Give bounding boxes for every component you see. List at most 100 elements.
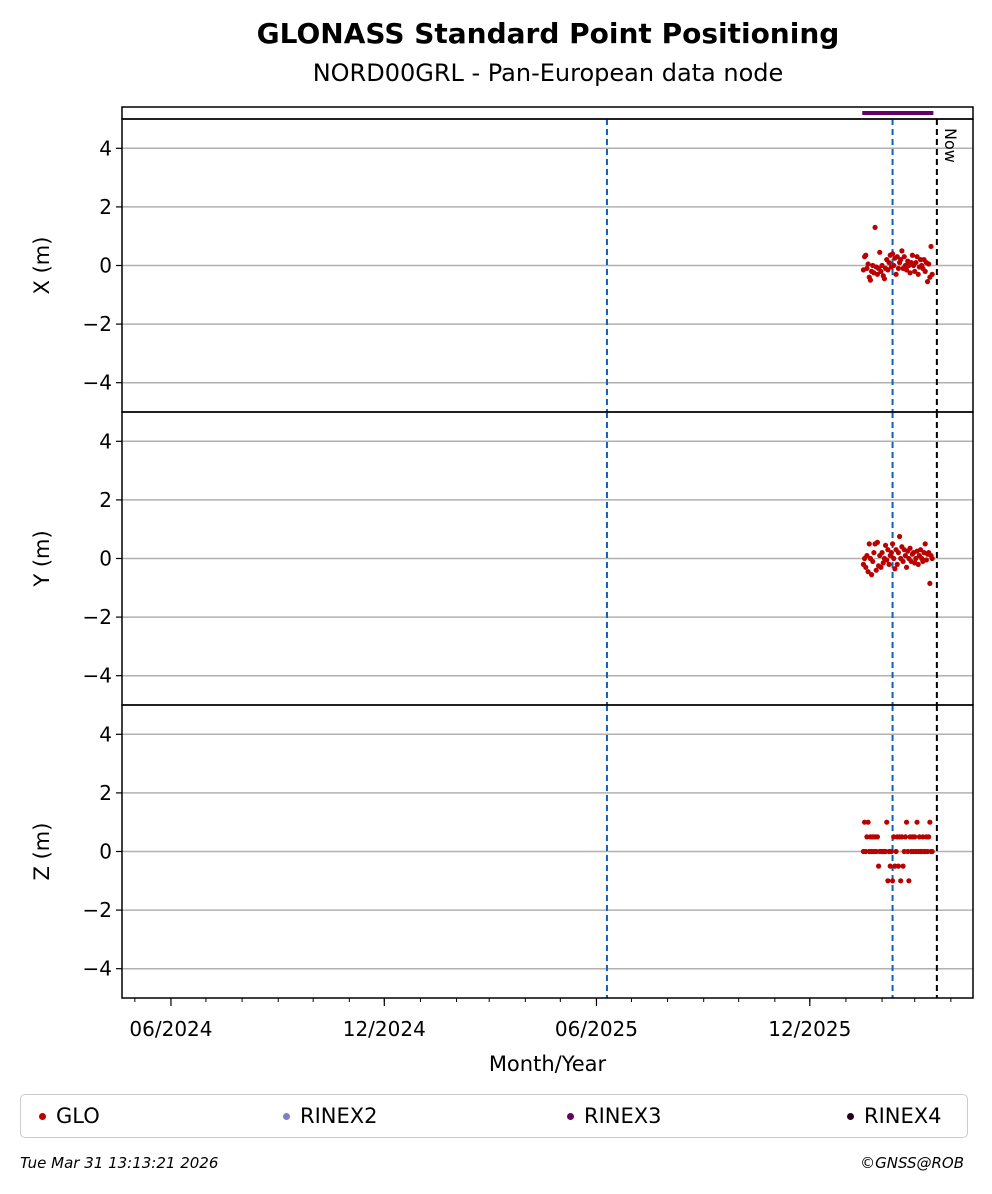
data-point [885,878,891,884]
availability-strip-frame [121,106,974,120]
y-axis-label: Z (m) [30,823,54,881]
data-point [870,558,876,565]
data-point [922,268,928,274]
data-point [903,564,910,570]
data-point [903,267,910,273]
data-point [929,271,935,277]
data-point [867,277,874,283]
y-tick-label: −2 [83,898,112,922]
x-tick-label: 12/2025 [768,1017,851,1041]
y-tick-label: −4 [83,664,112,688]
data-point [891,555,897,562]
chart-subtitle: NORD00GRL - Pan-European data node [313,59,784,87]
data-point [898,878,904,884]
legend-item-rinex2: RINEX2 [283,1095,378,1137]
data-point [884,557,890,563]
data-point [926,834,932,840]
data-point [893,848,899,855]
rinex4-marker-icon [847,1112,854,1120]
x-tick-label: 06/2025 [555,1017,638,1041]
data-point [902,552,908,559]
y-tick-label: 2 [99,195,112,219]
data-point [875,863,882,869]
data-point [907,270,913,276]
y-tick-label: 2 [99,781,112,805]
data-point [900,863,906,869]
y-tick-label: −4 [83,371,112,395]
data-point [868,572,875,578]
data-point [872,224,878,231]
x-tick-label: 12/2024 [343,1017,426,1041]
data-point [900,558,906,565]
data-point [901,254,907,260]
data-point [865,819,871,825]
legend-item-rinex3: RINEX3 [567,1095,662,1137]
data-point [877,249,883,255]
legend: GLO RINEX2 RINEX3 RINEX4 [20,1094,968,1138]
data-point [898,257,904,263]
legend-item-rinex4: RINEX4 [847,1095,942,1137]
data-point [896,533,903,540]
data-point [917,547,924,553]
now-label: Now [941,128,960,163]
data-point [912,834,918,840]
data-point [863,564,869,570]
legend-label-rinex4: RINEX4 [864,1104,942,1128]
y-tick-label: −2 [83,605,112,629]
data-point [866,541,872,547]
data-point [913,259,919,266]
data-point [895,863,901,869]
data-point [889,878,896,884]
legend-item-glo: GLO [39,1095,100,1137]
footer-timestamp: Tue Mar 31 13:13:21 2026 [20,1154,219,1172]
data-point [903,819,910,825]
data-point [899,248,905,254]
data-point [879,550,885,556]
data-point [888,848,894,855]
data-point [864,552,870,559]
data-point [892,566,898,572]
data-point [886,561,892,567]
legend-label-glo: GLO [56,1104,100,1128]
footer-credit: ©GNSS@ROB [860,1154,964,1172]
legend-label-rinex2: RINEX2 [300,1104,378,1128]
y-tick-label: 4 [99,429,112,453]
panel-frame [121,704,974,999]
data-point [928,243,934,250]
data-point [906,878,912,884]
data-point [886,259,892,266]
y-tick-label: 0 [99,840,112,864]
data-point [922,541,928,547]
data-point [873,567,879,573]
data-point [887,863,893,869]
legend-label-rinex3: RINEX3 [584,1104,662,1128]
data-point [923,557,929,563]
data-point [927,580,933,587]
y-tick-label: −2 [83,312,112,336]
data-point [913,555,919,562]
data-point [915,561,921,567]
y-tick-label: 4 [99,722,112,746]
data-point [907,545,913,551]
data-point [894,561,900,567]
data-point [878,268,884,274]
data-point [863,252,869,258]
data-point [927,819,933,825]
chart-title: GLONASS Standard Point Positioning [257,17,840,50]
x-axis-label: Month/Year [489,1052,607,1076]
data-point [874,539,881,545]
rinex2-marker-icon [283,1112,290,1120]
data-point [865,569,871,575]
positioning-chart: GLONASS Standard Point Positioning NORD0… [30,17,974,1076]
data-point [924,279,931,285]
data-point [914,254,920,260]
data-point [894,254,900,260]
data-point [879,262,885,269]
data-point [915,271,921,277]
y-tick-label: −4 [83,957,112,981]
data-point [926,261,932,267]
data-point [878,564,884,570]
data-point [891,262,897,269]
data-point [889,541,896,547]
data-point [895,265,901,272]
